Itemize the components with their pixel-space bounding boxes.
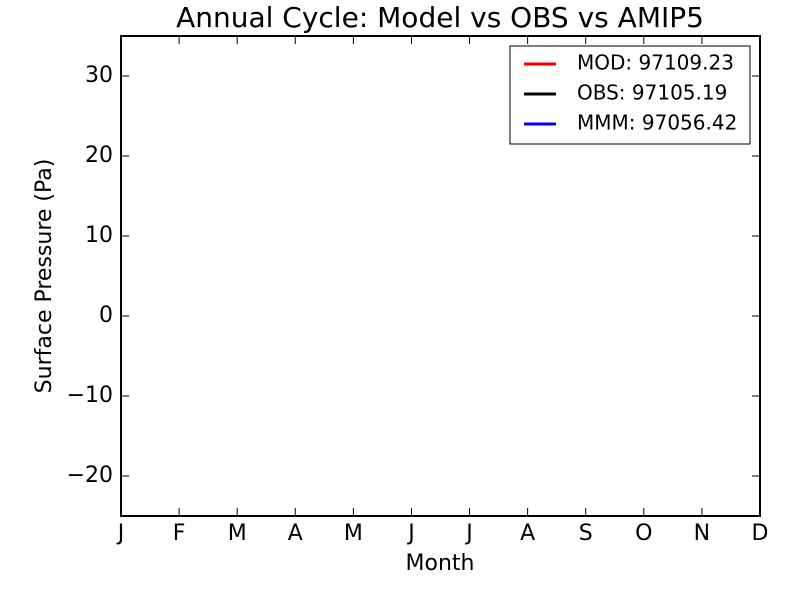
x-tick-label: S [579, 521, 593, 546]
x-tick-label: O [635, 521, 652, 546]
x-tick-label: N [694, 521, 710, 546]
y-tick-label: −10 [67, 383, 113, 408]
x-tick-label: M [344, 521, 363, 546]
x-tick-label: J [116, 521, 125, 546]
chart-title: Annual Cycle: Model vs OBS vs AMIP5 [176, 1, 704, 34]
legend-label: MMM: 97056.42 [577, 111, 737, 135]
y-tick-label: 20 [85, 143, 113, 168]
y-tick-label: −20 [67, 463, 113, 488]
y-tick-label: 30 [85, 63, 113, 88]
x-tick-label: F [173, 521, 186, 546]
x-tick-label: D [752, 521, 769, 546]
x-tick-label: M [228, 521, 247, 546]
legend-label: MOD: 97109.23 [577, 51, 734, 75]
plot-frame [120, 35, 761, 517]
x-tick-label: A [288, 521, 303, 546]
y-tick-label: 0 [99, 303, 113, 328]
x-tick-label: A [520, 521, 535, 546]
x-tick-label: J [464, 521, 473, 546]
legend-label: OBS: 97105.19 [577, 81, 727, 105]
x-tick-label: J [406, 521, 415, 546]
y-tick-label: 10 [85, 223, 113, 248]
x-axis-label: Month [406, 551, 475, 576]
y-axis-label: Surface Pressure (Pa) [32, 159, 57, 394]
